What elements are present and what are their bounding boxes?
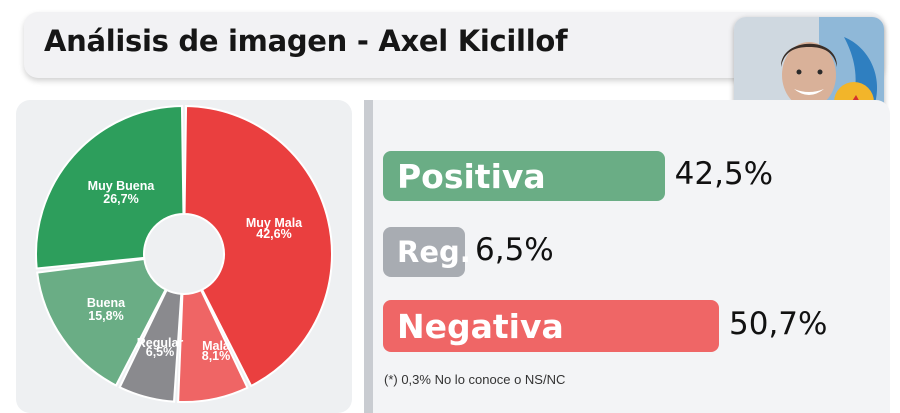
donut-value-label: 6,5%: [146, 345, 175, 359]
bar-label: Reg.: [397, 235, 471, 269]
bar-label: Negativa: [397, 306, 564, 346]
bar-reg: Reg.: [383, 227, 471, 277]
donut-label: Buena: [87, 296, 126, 310]
bar-label: Positiva: [397, 156, 546, 196]
page-title: Análisis de imagen - Axel Kicillof: [44, 24, 568, 58]
bar-positiva: Positiva: [383, 151, 665, 201]
donut-label: Muy Mala: [246, 216, 303, 230]
donut-value-label: 26,7%: [103, 192, 138, 206]
donut-label: Regular: [137, 336, 184, 350]
donut-label: Mala: [202, 339, 231, 353]
donut-slice-mala: [177, 288, 249, 403]
bar-value-label: 6,5%: [475, 232, 554, 268]
donut-slice-muy-mala: [183, 104, 333, 388]
donut-value-label: 42,6%: [256, 227, 291, 241]
donut-label: Muy Buena: [88, 179, 156, 193]
donut-value-label: 8,1%: [202, 349, 231, 363]
bar-value-label: 50,7%: [729, 306, 828, 342]
donut-slice-regular: [118, 288, 183, 403]
bar-value-label: 42,5%: [674, 156, 774, 192]
footnote: (*) 0,3% No lo conoce o NS/NC: [384, 372, 566, 387]
donut-slice-buena: [36, 257, 167, 387]
donut-value-label: 15,8%: [88, 309, 123, 323]
divider: [364, 100, 373, 413]
bar-negativa: Negativa: [383, 300, 719, 352]
donut-slice-muy-buena: [35, 104, 185, 270]
